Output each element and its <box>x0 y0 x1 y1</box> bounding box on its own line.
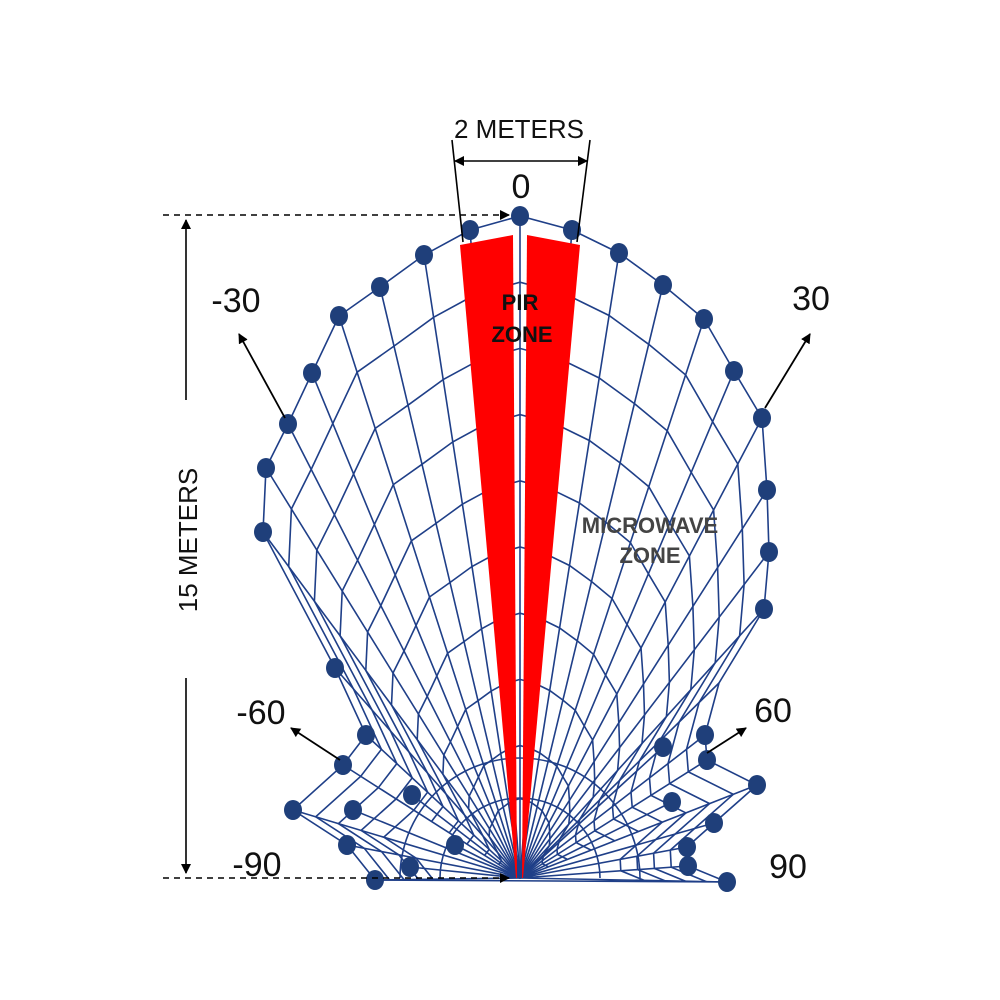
boundary-node <box>705 813 723 833</box>
boundary-node <box>753 408 771 428</box>
boundary-node <box>760 542 778 562</box>
boundary-node <box>446 835 464 855</box>
boundary-node <box>284 800 302 820</box>
boundary-node <box>663 792 681 812</box>
grid-ring <box>313 347 721 882</box>
boundary-node <box>326 658 344 678</box>
grid-spoke <box>519 865 689 879</box>
boundary-node <box>718 872 736 892</box>
height-dimension <box>163 210 510 883</box>
grid-spoke <box>346 844 521 879</box>
boundary-node <box>654 737 672 757</box>
grid-ring <box>442 678 596 851</box>
angle-label-pos30: 30 <box>792 280 830 318</box>
boundary-node <box>303 363 321 383</box>
width-dimension-label: 2 METERS <box>454 114 584 144</box>
boundary-node <box>371 277 389 297</box>
boundary-node <box>698 750 716 770</box>
grid-spoke <box>454 844 521 879</box>
pir-zone-left-wedge <box>460 235 517 878</box>
angle-arrow-pos30 <box>764 333 811 409</box>
pir-zone <box>460 235 580 878</box>
pir-zone-label-line2: ZONE <box>491 322 552 347</box>
angle-arrows <box>238 333 811 761</box>
height-dimension-label: 15 METERS <box>173 468 203 613</box>
boundary-node <box>654 275 672 295</box>
microwave-zone-label-line2: ZONE <box>619 543 680 568</box>
boundary-node <box>461 220 479 240</box>
angle-label-neg90: -90 <box>232 846 281 884</box>
grid-spoke <box>411 794 521 879</box>
boundary-node <box>357 725 375 745</box>
boundary-node <box>678 837 696 857</box>
boundary-node <box>415 245 433 265</box>
boundary-node <box>725 361 743 381</box>
microwave-zone-label-line1: MICROWAVE <box>582 513 718 538</box>
grid-spoke <box>519 846 688 879</box>
angle-label-neg30: -30 <box>211 282 260 320</box>
grid-ring <box>364 479 671 882</box>
boundary-node <box>748 775 766 795</box>
angle-arrow-pos60 <box>706 727 747 754</box>
angle-label-neg60: -60 <box>236 694 285 732</box>
width-dimension <box>451 139 591 243</box>
boundary-node <box>511 206 529 226</box>
boundary-node <box>758 480 776 500</box>
grid-ring <box>339 413 696 882</box>
boundary-node <box>338 835 356 855</box>
boundary-node <box>344 800 362 820</box>
grid-spoke <box>292 809 521 879</box>
angle-label-pos90: 90 <box>769 848 807 886</box>
angle-label-0: 0 <box>512 168 531 206</box>
boundary-node <box>610 243 628 263</box>
boundary-node <box>366 870 384 890</box>
width-dimension-right-extension <box>576 139 591 243</box>
grid-ring <box>416 612 621 842</box>
boundary-node <box>679 856 697 876</box>
angle-arrow-neg30 <box>238 333 286 419</box>
boundary-node <box>279 414 297 434</box>
boundary-node <box>563 220 581 240</box>
width-dimension-left-extension <box>451 139 464 243</box>
base-line <box>374 879 728 883</box>
boundary-node <box>254 522 272 542</box>
boundary-node <box>403 785 421 805</box>
pir-zone-label-line1: PIR <box>502 290 539 315</box>
boundary-node <box>696 725 714 745</box>
grid-arc <box>399 757 641 879</box>
grid-spoke <box>352 809 521 879</box>
boundary-node <box>695 309 713 329</box>
boundary-node <box>401 857 419 877</box>
grid-spoke <box>519 822 715 879</box>
angle-arrow-neg60 <box>290 727 341 761</box>
boundary-node <box>330 306 348 326</box>
boundary-node <box>257 458 275 478</box>
pir-zone-right-wedge <box>522 235 580 878</box>
boundary-node <box>755 599 773 619</box>
angle-label-pos60: 60 <box>754 692 792 730</box>
